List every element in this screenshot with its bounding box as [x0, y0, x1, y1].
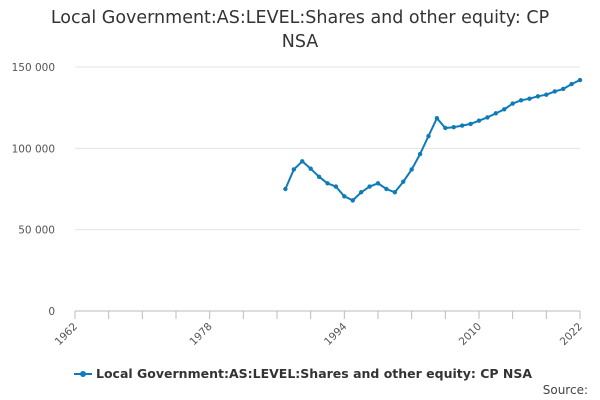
y-tick-label: 0: [48, 306, 55, 318]
data-point: [434, 116, 440, 121]
data-point: [569, 81, 574, 87]
legend[interactable]: Local Government:AS:LEVEL:Shares and oth…: [74, 366, 532, 381]
data-point: [291, 167, 297, 172]
data-point: [417, 151, 423, 157]
data-point: [358, 190, 364, 195]
data-point: [333, 184, 339, 189]
data-point: [443, 125, 448, 131]
x-tick-label: 1978: [187, 321, 214, 348]
data-point: [577, 77, 583, 83]
data-point: [535, 94, 541, 99]
data-point: [392, 190, 398, 195]
data-point: [325, 181, 330, 186]
data-point: [342, 194, 347, 199]
data-point: [485, 115, 490, 120]
source-label: Source:: [542, 383, 588, 397]
data-point: [468, 121, 473, 127]
x-tick-label: 1994: [322, 320, 350, 348]
legend-swatch-icon: [74, 369, 92, 379]
legend-label: Local Government:AS:LEVEL:Shares and oth…: [96, 366, 533, 381]
data-point: [283, 186, 288, 192]
y-tick-label: 50 000: [18, 225, 55, 237]
y-tick-label: 150 000: [12, 62, 55, 74]
data-point: [409, 167, 414, 172]
data-point: [518, 98, 524, 103]
x-tick-label: 1962: [53, 321, 80, 348]
data-point: [544, 92, 549, 97]
x-tick-label: 2022: [558, 321, 585, 348]
data-point: [316, 174, 322, 179]
data-point: [510, 101, 515, 106]
data-point: [308, 166, 313, 171]
y-tick-label: 100 000: [12, 143, 55, 155]
data-point: [401, 179, 406, 184]
data-point: [300, 159, 305, 164]
series-layer: [283, 77, 583, 203]
data-point: [502, 107, 507, 112]
data-point: [560, 86, 566, 92]
chart-title: Local Government:AS:LEVEL:Shares and oth…: [0, 6, 600, 54]
series-line: [284, 79, 581, 202]
data-point: [367, 184, 372, 189]
data-point: [350, 198, 355, 203]
x-tick-label: 2010: [457, 321, 484, 348]
data-point: [476, 118, 482, 123]
data-point: [375, 181, 381, 186]
data-point: [426, 133, 431, 139]
data-point: [384, 186, 389, 192]
data-point: [527, 96, 532, 101]
data-point: [552, 89, 557, 94]
chart-title-line-2: NSA: [281, 32, 319, 52]
gridlines: [75, 66, 580, 231]
data-point: [493, 111, 499, 116]
data-point: [459, 123, 465, 128]
axes: 0 50 000 100 000 150 000 1962 1978 1994 2010 202…: [12, 62, 586, 348]
chart-title-line-1: Local Government:AS:LEVEL:Shares and oth…: [50, 8, 550, 28]
data-point: [451, 124, 456, 130]
